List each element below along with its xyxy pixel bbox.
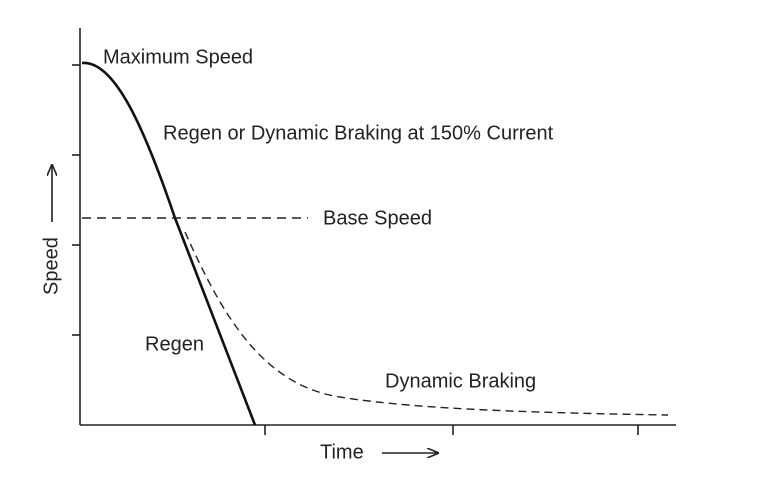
base-speed-label: Base Speed [323,207,432,229]
max-speed-label: Maximum Speed [103,46,253,68]
y-axis-label: Speed [40,237,62,295]
regen-curve [81,61,257,426]
axes [72,28,676,435]
dynamic-braking-label: Dynamic Braking [385,370,536,392]
regen-label: Regen [145,333,204,355]
braking-note: Regen or Dynamic Braking at 150% Current [163,122,554,144]
dynamic-braking-curve [184,231,669,416]
x-axis-label: Time [320,441,364,463]
